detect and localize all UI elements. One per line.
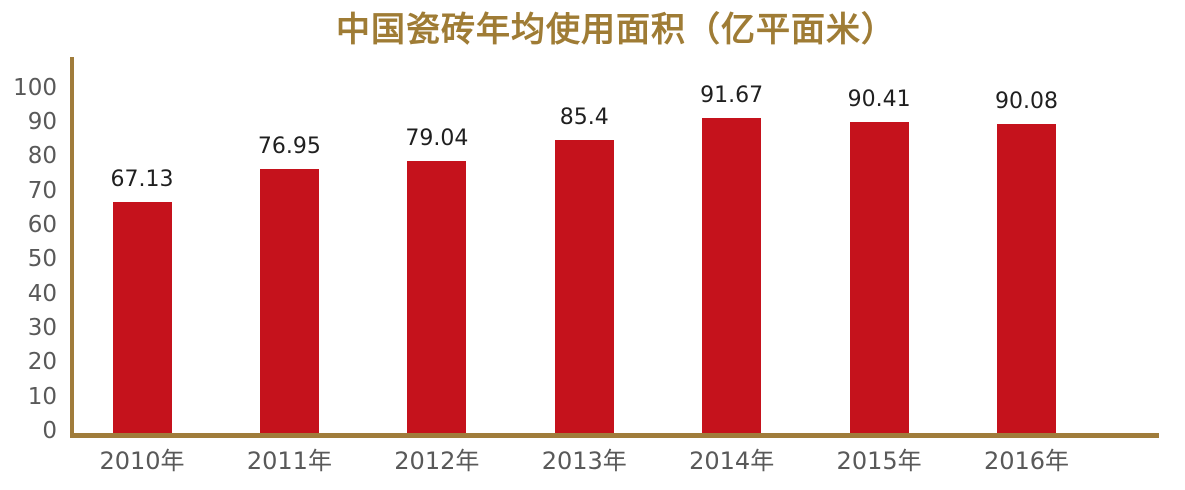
bar-value-label: 90.08 [995, 88, 1058, 114]
bar [112, 202, 172, 433]
bar [849, 122, 909, 433]
y-tick-label: 100 [13, 74, 57, 101]
y-tick-label: 10 [27, 383, 57, 410]
bar [702, 118, 762, 433]
bar-value-label: 79.04 [405, 126, 469, 152]
x-tick-label: 2010年 [99, 447, 185, 475]
bar [407, 161, 467, 433]
bar-value-label: 76.95 [257, 133, 321, 159]
y-tick-label: 0 [42, 418, 57, 444]
y-tick-label: 50 [27, 246, 57, 273]
x-tick-label: 2011年 [246, 447, 332, 475]
y-tick-label: 20 [27, 349, 57, 376]
x-tick-label: 2012年 [394, 447, 480, 475]
chart-title: 中国瓷砖年均使用面积（亿平面米） [336, 10, 896, 50]
bar [554, 139, 614, 433]
x-tick-label: 2016年 [983, 447, 1070, 475]
y-axis-line [70, 57, 74, 438]
x-tick-label: 2014年 [689, 447, 775, 475]
bar-value-label: 85.4 [559, 104, 609, 130]
y-tick-label: 90 [27, 108, 57, 135]
y-tick-label: 80 [27, 143, 57, 170]
y-tick-label: 70 [27, 177, 57, 204]
x-axis-line [70, 433, 1159, 438]
bar-value-label: 90.41 [847, 87, 911, 113]
y-tick-label: 60 [27, 211, 57, 238]
y-tick-label: 40 [27, 280, 57, 307]
x-tick-label: 2013年 [541, 447, 627, 475]
bar-value-label: 91.67 [700, 83, 764, 109]
bar [997, 123, 1057, 433]
bar [259, 168, 319, 433]
y-tick-label: 30 [27, 314, 57, 341]
x-tick-label: 2015年 [836, 447, 922, 475]
bar-value-label: 67.13 [110, 167, 174, 193]
